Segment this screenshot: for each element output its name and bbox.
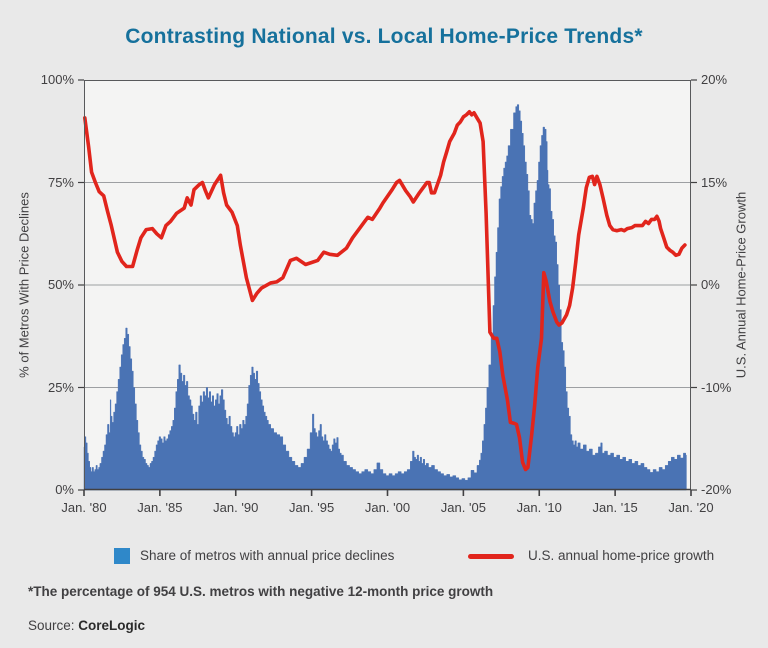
left-axis-tick-label: 100% [40, 72, 74, 87]
chart-title: Contrasting National vs. Local Home-Pric… [125, 25, 643, 48]
legend-label-metros: Share of metros with annual price declin… [140, 548, 395, 563]
x-axis-tick-label: Jan. '15 [592, 500, 638, 515]
x-axis-tick-label: Jan. '90 [213, 500, 259, 515]
x-axis-tick-label: Jan. '80 [61, 500, 107, 515]
x-axis-tick-label: Jan. '00 [364, 500, 411, 515]
source-line: Source: CoreLogic [28, 618, 145, 633]
left-axis-tick-label: 0% [55, 482, 74, 497]
x-axis-tick-label: Jan. '10 [516, 500, 562, 515]
right-axis-tick-label: 15% [701, 174, 728, 190]
source-prefix: Source: [28, 618, 79, 633]
source-name: CoreLogic [78, 618, 146, 633]
x-axis-tick-label: Jan. '85 [137, 500, 183, 515]
footnote: *The percentage of 954 U.S. metros with … [28, 584, 494, 599]
right-axis-tick-label: 0% [701, 277, 720, 292]
right-axis-tick-label: -10% [701, 379, 732, 395]
legend-swatch-growth-line [468, 554, 514, 559]
left-axis-tick-label: 25% [47, 379, 74, 395]
right-axis-tick-label: 20% [701, 72, 728, 87]
left-axis-tick-label: 50% [47, 277, 74, 292]
x-axis-tick-label: Jan. '05 [440, 500, 486, 515]
right-axis-tick-label: -20% [701, 482, 732, 497]
legend-label-growth: U.S. annual home-price growth [528, 548, 715, 563]
home-price-growth-line [83, 110, 687, 472]
legend: Share of metros with annual price declin… [0, 545, 768, 571]
plot-area [78, 79, 697, 496]
x-axis-tick-label: Jan. '20 [668, 500, 714, 515]
x-axis-tick-label: Jan. '95 [289, 500, 335, 515]
left-axis-tick-label: 75% [47, 174, 74, 190]
legend-swatch-metros-square [114, 548, 130, 564]
